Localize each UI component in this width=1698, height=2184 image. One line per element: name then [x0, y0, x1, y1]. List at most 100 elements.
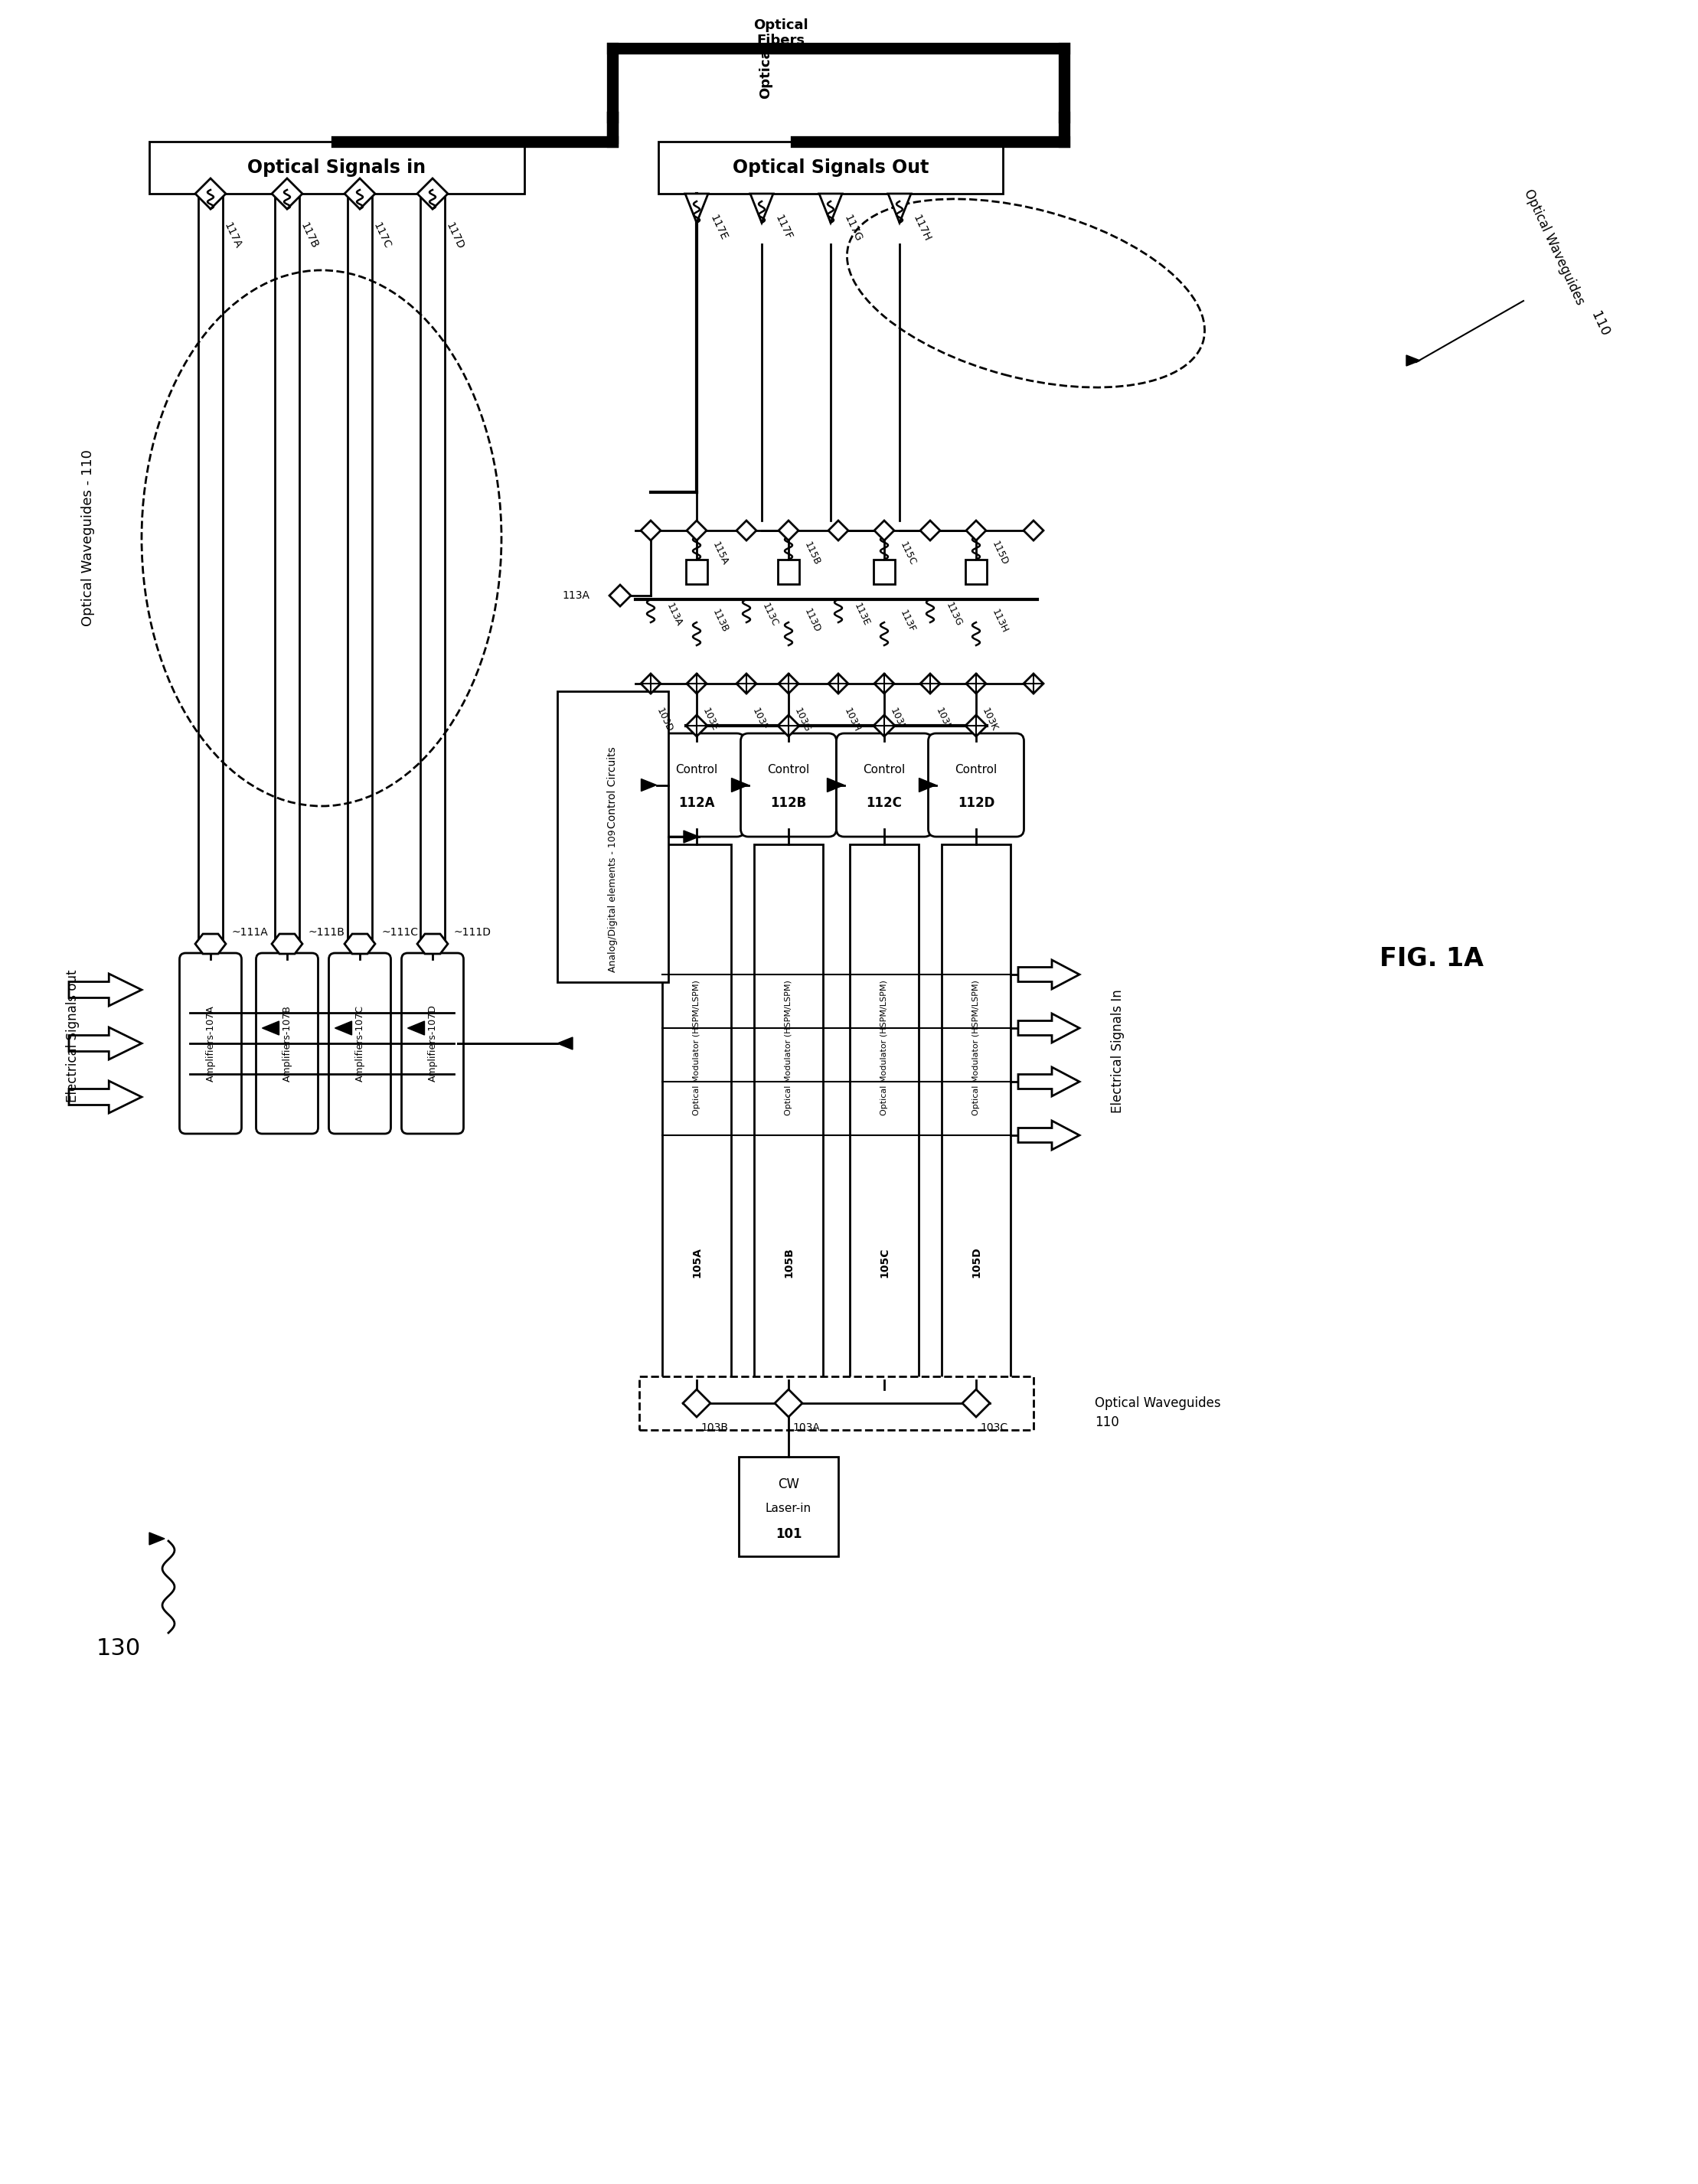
- Polygon shape: [195, 935, 226, 954]
- Text: Optical Modulator (HSPM/LSPM): Optical Modulator (HSPM/LSPM): [973, 981, 980, 1116]
- Text: Optical: Optical: [759, 44, 773, 98]
- FancyBboxPatch shape: [837, 734, 932, 836]
- Polygon shape: [345, 935, 375, 954]
- Bar: [942, 845, 1010, 1380]
- Text: Electrical Signals In: Electrical Signals In: [1110, 989, 1124, 1114]
- Polygon shape: [966, 673, 987, 695]
- Text: 110: 110: [1588, 310, 1611, 339]
- Text: ~111B: ~111B: [309, 926, 345, 937]
- Text: 115D: 115D: [990, 539, 1010, 568]
- Polygon shape: [70, 1081, 141, 1114]
- Polygon shape: [610, 585, 632, 607]
- Polygon shape: [966, 714, 987, 736]
- FancyBboxPatch shape: [180, 952, 241, 1133]
- Text: Optical Signals Out: Optical Signals Out: [732, 159, 929, 177]
- Text: Amplifiers-107C: Amplifiers-107C: [355, 1005, 365, 1081]
- Text: 130: 130: [97, 1638, 141, 1660]
- Text: 117F: 117F: [773, 212, 795, 240]
- Text: Control: Control: [676, 764, 718, 775]
- Text: 101: 101: [776, 1527, 801, 1542]
- Bar: [638, 1376, 1034, 1431]
- Text: 113A: 113A: [664, 601, 684, 629]
- Text: 115B: 115B: [801, 539, 822, 568]
- Polygon shape: [683, 1389, 710, 1417]
- Text: 103D: 103D: [654, 708, 674, 734]
- Polygon shape: [874, 673, 895, 695]
- Polygon shape: [732, 778, 749, 793]
- Polygon shape: [774, 1389, 801, 1417]
- Text: 103A: 103A: [793, 1422, 820, 1433]
- Text: 112D: 112D: [958, 795, 995, 810]
- Text: 110: 110: [1095, 1415, 1119, 1428]
- Text: Optical Signals in: Optical Signals in: [248, 159, 426, 177]
- Bar: [739, 1457, 839, 1557]
- Text: 103I: 103I: [888, 708, 907, 729]
- Polygon shape: [70, 974, 141, 1007]
- Bar: [557, 692, 669, 983]
- Polygon shape: [888, 194, 912, 223]
- Text: 113C: 113C: [761, 601, 779, 629]
- Text: Control: Control: [767, 764, 810, 775]
- Text: CW: CW: [778, 1479, 800, 1492]
- Text: 103J: 103J: [934, 708, 953, 729]
- Text: 117A: 117A: [222, 221, 243, 249]
- Polygon shape: [779, 673, 798, 695]
- Bar: [873, 559, 895, 583]
- Polygon shape: [686, 520, 706, 539]
- Text: Optical Waveguides: Optical Waveguides: [1095, 1396, 1221, 1411]
- Text: 105C: 105C: [880, 1247, 890, 1278]
- Bar: [849, 845, 919, 1380]
- Polygon shape: [640, 673, 661, 695]
- Polygon shape: [920, 673, 941, 695]
- Text: 113D: 113D: [801, 607, 822, 636]
- Bar: [662, 845, 732, 1380]
- Text: 105A: 105A: [691, 1247, 701, 1278]
- Text: 105D: 105D: [971, 1247, 981, 1278]
- Polygon shape: [195, 179, 226, 210]
- Polygon shape: [272, 179, 302, 210]
- Polygon shape: [920, 520, 941, 539]
- Text: 113H: 113H: [990, 607, 1010, 633]
- Text: Optical Modulator (HSPM/LSPM): Optical Modulator (HSPM/LSPM): [784, 981, 793, 1116]
- FancyBboxPatch shape: [929, 734, 1024, 836]
- Polygon shape: [261, 1022, 278, 1035]
- Polygon shape: [1019, 1120, 1080, 1149]
- Polygon shape: [966, 520, 987, 539]
- Text: Control: Control: [863, 764, 905, 775]
- Polygon shape: [557, 1037, 572, 1051]
- Polygon shape: [778, 714, 800, 736]
- Polygon shape: [345, 179, 375, 210]
- Text: 103C: 103C: [980, 1422, 1007, 1433]
- Polygon shape: [873, 714, 895, 736]
- Polygon shape: [1019, 1068, 1080, 1096]
- Text: 117D: 117D: [443, 221, 465, 251]
- Bar: [754, 845, 824, 1380]
- Bar: [686, 559, 708, 583]
- Text: 113A: 113A: [562, 590, 589, 601]
- Polygon shape: [1024, 520, 1044, 539]
- Polygon shape: [686, 194, 708, 223]
- Text: FIG. 1A: FIG. 1A: [1379, 946, 1484, 972]
- Text: Optical Waveguides - 110: Optical Waveguides - 110: [82, 450, 95, 627]
- Text: 103K: 103K: [980, 708, 998, 734]
- Text: 112B: 112B: [771, 795, 807, 810]
- Text: Control: Control: [954, 764, 997, 775]
- Polygon shape: [686, 673, 706, 695]
- Polygon shape: [737, 673, 756, 695]
- FancyBboxPatch shape: [401, 952, 464, 1133]
- Bar: [778, 559, 800, 583]
- Text: 112C: 112C: [866, 795, 902, 810]
- Polygon shape: [818, 194, 842, 223]
- Text: Electrical Signals out: Electrical Signals out: [66, 970, 80, 1103]
- Text: 117C: 117C: [372, 221, 392, 251]
- Text: ~111C: ~111C: [382, 926, 418, 937]
- Polygon shape: [684, 830, 700, 843]
- Bar: [149, 142, 525, 194]
- FancyBboxPatch shape: [329, 952, 391, 1133]
- Polygon shape: [418, 935, 448, 954]
- Polygon shape: [149, 1533, 165, 1544]
- Text: 103E: 103E: [701, 708, 720, 732]
- Text: Optical: Optical: [754, 17, 808, 33]
- Text: 103F: 103F: [751, 708, 769, 732]
- Polygon shape: [418, 179, 448, 210]
